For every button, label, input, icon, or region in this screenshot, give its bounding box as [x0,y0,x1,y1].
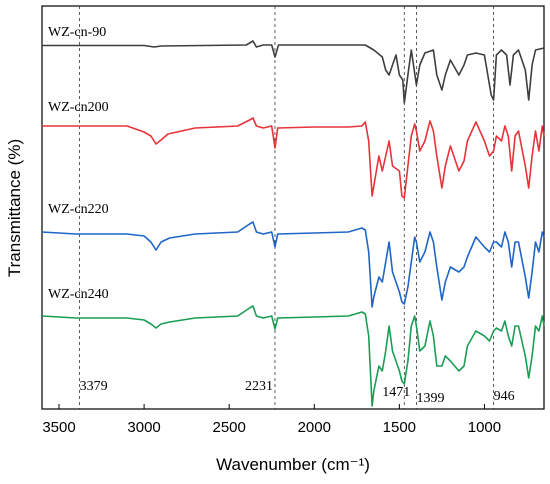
reference-lines [79,6,495,409]
series-line-3 [41,305,545,407]
annotation-3379: 3379 [80,379,108,394]
x-tick-label-2000: 2000 [298,419,331,436]
annotation-1471: 1471 [382,385,410,400]
series-label-0: WZ-cn-90 [48,25,106,40]
series-label-2: WZ-cn220 [48,202,109,217]
x-axis-ticks: 3500 3000 2500 2000 1500 1000 [42,404,501,436]
annotation-2231: 2231 [245,379,273,394]
x-axis-label: Wavenumber (cm⁻¹) [216,455,370,474]
annotation-1399: 1399 [417,391,445,406]
x-tick-label-2500: 2500 [212,419,245,436]
x-tick-label-3000: 3000 [127,419,160,436]
series-label-3: WZ-cn240 [48,287,109,302]
series-label-1: WZ-cn200 [48,100,109,115]
series-line-1 [42,117,545,199]
annotation-946: 946 [494,389,515,404]
x-tick-label-3500: 3500 [42,419,75,436]
series-labels: WZ-cn-90 WZ-cn200 WZ-cn220 WZ-cn240 [48,25,109,302]
x-tick-label-1500: 1500 [383,419,416,436]
series-line-0 [42,40,545,104]
annotation-labels: 3379 2231 1471 1399 946 [80,379,515,406]
series-line-2 [41,221,545,308]
plot-frame [41,5,545,410]
y-axis-label: Transmittance (%) [5,139,24,277]
series-group [41,40,545,407]
x-tick-label-1000: 1000 [468,419,501,436]
